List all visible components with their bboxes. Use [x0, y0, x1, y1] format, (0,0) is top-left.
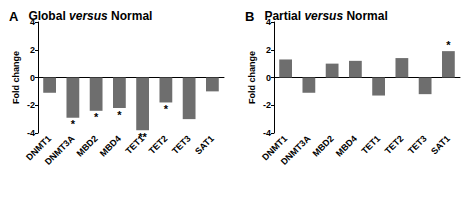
svg-text:*: *	[117, 109, 122, 121]
svg-text:SAT1: SAT1	[193, 133, 216, 156]
svg-text:Normal: Normal	[108, 9, 153, 23]
svg-text:2: 2	[30, 45, 35, 55]
svg-text:DNMT1: DNMT1	[260, 133, 290, 163]
svg-text:MBD2: MBD2	[75, 133, 100, 158]
svg-text:Global: Global	[28, 9, 65, 23]
svg-text:Fold change: Fold change	[247, 51, 257, 104]
svg-text:*: *	[94, 111, 99, 123]
svg-text:TET2: TET2	[383, 133, 406, 156]
svg-text:Normal: Normal	[343, 9, 388, 23]
svg-text:TET1: TET1	[123, 133, 147, 157]
svg-text:MBD2: MBD2	[311, 133, 336, 158]
svg-text:TET3: TET3	[170, 133, 193, 156]
svg-text:A: A	[9, 8, 19, 24]
svg-text:0: 0	[30, 73, 35, 83]
svg-text:-4: -4	[27, 128, 35, 138]
svg-text:Partial: Partial	[264, 9, 301, 23]
svg-text:**: **	[138, 131, 147, 143]
svg-text:-2: -2	[263, 100, 271, 110]
svg-text:MBD4: MBD4	[98, 133, 123, 158]
svg-text:0: 0	[266, 73, 271, 83]
svg-text:*: *	[71, 118, 76, 130]
svg-text:2: 2	[266, 45, 271, 55]
svg-text:DNMT3A: DNMT3A	[43, 133, 77, 167]
svg-text:DNMT1: DNMT1	[24, 133, 54, 163]
svg-text:TET3: TET3	[406, 133, 429, 156]
svg-text:versus: versus	[66, 9, 108, 23]
svg-text:versus: versus	[301, 9, 343, 23]
svg-text:-4: -4	[263, 128, 271, 138]
svg-text:DNMT3A: DNMT3A	[279, 133, 313, 167]
svg-text:*: *	[446, 39, 451, 51]
svg-text:B: B	[245, 9, 254, 24]
svg-text:SAT1: SAT1	[429, 133, 452, 156]
svg-text:Fold change: Fold change	[11, 51, 21, 104]
svg-text:MBD4: MBD4	[334, 133, 359, 158]
svg-text:*: *	[164, 103, 169, 115]
svg-text:TET2: TET2	[147, 133, 170, 156]
svg-text:TET1: TET1	[360, 133, 383, 156]
svg-text:-2: -2	[27, 100, 35, 110]
